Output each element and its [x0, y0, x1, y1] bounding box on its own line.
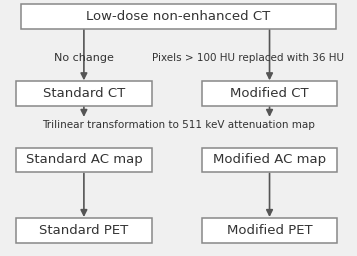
FancyBboxPatch shape: [21, 4, 336, 29]
Text: Modified CT: Modified CT: [230, 87, 309, 100]
Text: Trilinear transformation to 511 keV attenuation map: Trilinear transformation to 511 keV atte…: [42, 120, 315, 131]
FancyBboxPatch shape: [16, 218, 152, 243]
FancyBboxPatch shape: [16, 81, 152, 105]
Text: Modified AC map: Modified AC map: [213, 154, 326, 166]
Text: Standard AC map: Standard AC map: [25, 154, 142, 166]
Text: Standard CT: Standard CT: [43, 87, 125, 100]
Text: Modified PET: Modified PET: [227, 224, 312, 237]
FancyBboxPatch shape: [202, 148, 337, 172]
FancyBboxPatch shape: [202, 81, 337, 105]
Text: Low-dose non-enhanced CT: Low-dose non-enhanced CT: [86, 10, 271, 23]
FancyBboxPatch shape: [202, 218, 337, 243]
Text: Pixels > 100 HU replaced with 36 HU: Pixels > 100 HU replaced with 36 HU: [152, 52, 344, 63]
FancyBboxPatch shape: [16, 148, 152, 172]
Text: No change: No change: [54, 52, 114, 63]
Text: Standard PET: Standard PET: [39, 224, 129, 237]
